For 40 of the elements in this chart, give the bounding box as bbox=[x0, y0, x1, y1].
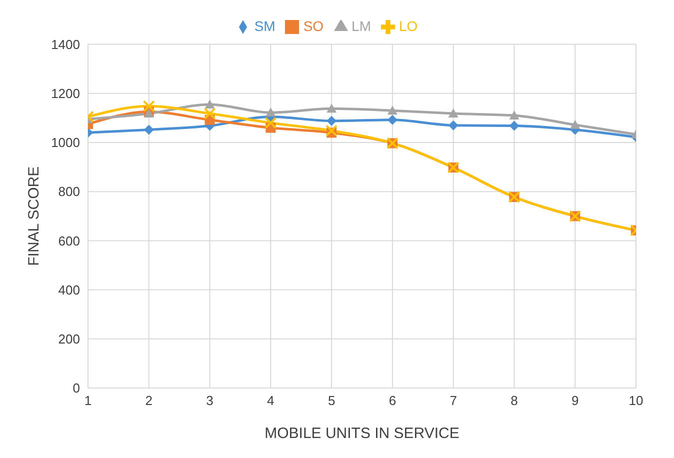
x-tick-label: 4 bbox=[267, 393, 274, 408]
y-tick-label: 0 bbox=[72, 380, 80, 396]
point bbox=[509, 120, 520, 131]
x-axis-title: MOBILE UNITS IN SERVICE bbox=[264, 425, 460, 442]
x-tick-label: 5 bbox=[328, 393, 336, 408]
x-tick-label: 10 bbox=[628, 393, 644, 408]
point bbox=[204, 99, 215, 108]
x-tick-label: 8 bbox=[510, 393, 518, 408]
legend-label: LM bbox=[352, 18, 371, 34]
y-axis-title: FINAL SCORE bbox=[25, 166, 42, 266]
y-tick-label: 1000 bbox=[51, 135, 80, 150]
point bbox=[448, 108, 458, 118]
legend-label: SM bbox=[254, 18, 276, 34]
point bbox=[326, 116, 337, 126]
point bbox=[144, 124, 154, 135]
x-tick-label: 9 bbox=[571, 393, 579, 408]
y-tick-label: 800 bbox=[58, 184, 80, 200]
point bbox=[570, 120, 580, 129]
x-tick-label: 7 bbox=[450, 393, 457, 408]
point bbox=[326, 104, 337, 113]
point bbox=[448, 120, 458, 130]
legend-label: LO bbox=[399, 18, 418, 34]
y-tick-label: 600 bbox=[58, 233, 80, 248]
x-tick-label: 1 bbox=[84, 393, 92, 408]
point bbox=[266, 108, 276, 117]
x-tick-label: 6 bbox=[388, 393, 396, 408]
legend-label: SO bbox=[303, 18, 324, 34]
y-tick-label: 1200 bbox=[51, 86, 80, 102]
y-tick-label: 400 bbox=[58, 282, 80, 298]
point bbox=[264, 116, 277, 129]
point bbox=[387, 114, 398, 125]
y-tick-label: 1400 bbox=[51, 36, 80, 52]
point bbox=[387, 106, 398, 115]
point bbox=[326, 124, 338, 137]
point bbox=[509, 110, 520, 120]
x-tick-label: 3 bbox=[206, 393, 214, 408]
y-tick-label: 200 bbox=[58, 332, 80, 347]
point bbox=[204, 108, 216, 120]
x-tick-label: 2 bbox=[145, 393, 153, 408]
point bbox=[142, 100, 155, 112]
